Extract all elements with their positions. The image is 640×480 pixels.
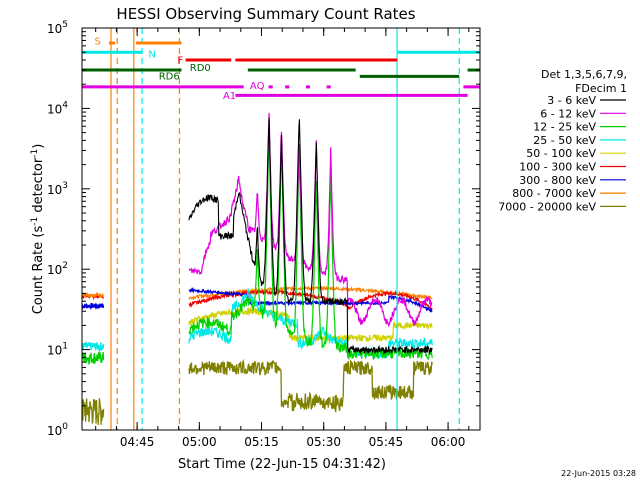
legend-entry-label: 7000 - 20000 keV bbox=[498, 200, 596, 213]
flag-label-a1: A1 bbox=[223, 91, 236, 102]
series-trace-300-800 bbox=[188, 286, 433, 313]
y-tick-label: 102 bbox=[47, 261, 68, 277]
y-tick-label: 105 bbox=[47, 20, 68, 36]
series-trace-12-25 bbox=[188, 133, 433, 361]
legend-entry-label: 3 - 6 keV bbox=[547, 94, 596, 107]
flag-label-rd0: RD0 bbox=[190, 63, 211, 74]
legend-header-line1: Det 1,3,5,6,7,9, bbox=[541, 68, 627, 81]
x-tick-label: 05:15 bbox=[244, 435, 279, 449]
plot-frame bbox=[81, 27, 481, 431]
x-tick-label: 05:30 bbox=[306, 435, 341, 449]
x-axis-label: Start Time (22-Jun-15 04:31:42) bbox=[178, 457, 386, 472]
series-trace-early bbox=[82, 350, 105, 366]
flag-label-aq: AQ bbox=[250, 81, 265, 92]
y-tick-label: 103 bbox=[47, 181, 68, 197]
legend-entry-label: 6 - 12 keV bbox=[540, 107, 596, 120]
series-trace-early bbox=[82, 398, 105, 426]
flag-label-n: N bbox=[148, 49, 155, 60]
series-trace-6-12 bbox=[188, 112, 433, 328]
flag-label-s: S bbox=[94, 37, 100, 48]
flag-label-f: F bbox=[177, 56, 183, 67]
y-tick-label: 104 bbox=[47, 100, 68, 116]
x-tick-label: 05:00 bbox=[182, 435, 217, 449]
series-trace-3-6 bbox=[188, 117, 433, 355]
footer-timestamp: 22-Jun-2015 03:28 bbox=[561, 469, 636, 478]
series-trace-early bbox=[82, 291, 105, 299]
flag-label-rd6: RD6 bbox=[159, 71, 180, 82]
y-tick-label: 100 bbox=[47, 422, 68, 438]
legend-entry-label: 50 - 100 keV bbox=[526, 147, 596, 160]
legend-entry-label: 25 - 50 keV bbox=[533, 134, 596, 147]
legend-entry-label: 12 - 25 keV bbox=[533, 121, 596, 134]
x-tick-label: 04:45 bbox=[120, 435, 155, 449]
series-trace-7000-20000 bbox=[188, 358, 433, 413]
legend-entry-label: 300 - 800 keV bbox=[519, 174, 596, 187]
chart-title: HESSI Observing Summary Count Rates bbox=[116, 5, 415, 23]
y-tick-label: 101 bbox=[47, 342, 68, 358]
series-trace-early bbox=[82, 302, 105, 311]
legend-entry-label: 800 - 7000 keV bbox=[512, 187, 596, 200]
series-trace-early bbox=[82, 340, 105, 351]
x-tick-label: 05:45 bbox=[369, 435, 404, 449]
x-tick-label: 06:00 bbox=[431, 435, 466, 449]
y-axis-label: Count Rate (s-1 detector-1) bbox=[30, 144, 46, 315]
legend-header-line2: FDecim 1 bbox=[575, 82, 627, 95]
legend-entry-label: 100 - 300 keV bbox=[519, 161, 596, 174]
